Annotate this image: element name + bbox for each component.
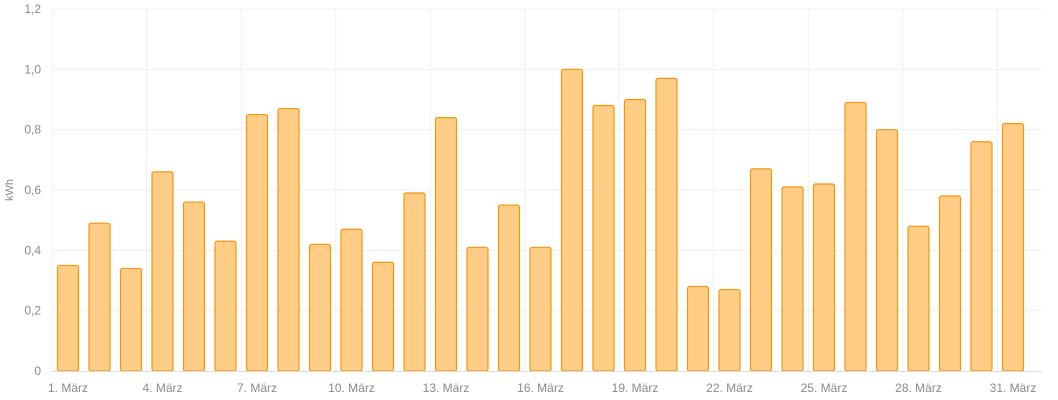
y-tick-label: 0,8 xyxy=(24,123,41,137)
bar[interactable] xyxy=(560,68,584,372)
x-tick-label: 16. März xyxy=(517,381,564,395)
bar[interactable] xyxy=(623,98,647,372)
y-tick-label: 0,2 xyxy=(24,304,41,318)
bar[interactable] xyxy=(844,101,867,372)
bar[interactable] xyxy=(182,201,206,372)
x-axis-ticks: 1. März 4. März 7. März 10. März 13. März 16.… xyxy=(48,381,1036,395)
bar[interactable] xyxy=(151,171,174,372)
bar[interactable] xyxy=(655,77,678,372)
bar[interactable] xyxy=(686,285,710,372)
bar[interactable] xyxy=(371,261,395,372)
bar[interactable] xyxy=(970,141,993,372)
x-tick-label: 10. März xyxy=(328,381,375,395)
y-axis-ticks: 0 0,2 0,4 0,6 0,8 1,0 1,2 xyxy=(24,2,41,378)
y-axis-title: kWh xyxy=(4,179,16,201)
x-tick-label: 22. März xyxy=(706,381,753,395)
bar[interactable] xyxy=(1001,123,1025,372)
x-tick-label: 1. März xyxy=(48,381,88,395)
bar[interactable] xyxy=(875,129,899,372)
grid xyxy=(51,8,1042,371)
bar[interactable] xyxy=(907,225,930,372)
x-tick-label: 4. März xyxy=(142,381,182,395)
y-tick-label: 0,6 xyxy=(24,183,41,197)
bar[interactable] xyxy=(88,222,111,372)
y-tick-label: 0 xyxy=(34,364,41,378)
bar[interactable] xyxy=(340,228,363,372)
bar[interactable] xyxy=(781,186,804,372)
bars xyxy=(56,68,1025,372)
x-tick-label: 25. März xyxy=(801,381,848,395)
bar[interactable] xyxy=(497,204,521,372)
bar[interactable] xyxy=(245,113,269,372)
bar[interactable] xyxy=(938,195,962,372)
x-tick-label: 7. März xyxy=(237,381,277,395)
x-tick-label: 13. März xyxy=(423,381,470,395)
y-tick-label: 1,0 xyxy=(24,62,41,76)
bar[interactable] xyxy=(277,107,300,372)
bar[interactable] xyxy=(403,192,426,372)
bar[interactable] xyxy=(812,183,836,372)
bar[interactable] xyxy=(466,246,489,372)
bar[interactable] xyxy=(119,267,143,372)
bar[interactable] xyxy=(529,246,552,372)
bar[interactable] xyxy=(308,243,332,372)
bar[interactable] xyxy=(749,168,773,372)
x-tick-label: 31. März xyxy=(990,381,1037,395)
bar[interactable] xyxy=(718,288,741,372)
bar[interactable] xyxy=(56,264,80,372)
bar[interactable] xyxy=(214,240,237,372)
y-tick-label: 0,4 xyxy=(24,243,41,257)
bar[interactable] xyxy=(592,104,615,372)
x-tick-label: 28. März xyxy=(895,381,942,395)
y-tick-label: 1,2 xyxy=(24,2,41,16)
x-tick-label: 19. März xyxy=(612,381,659,395)
bar[interactable] xyxy=(434,116,458,372)
